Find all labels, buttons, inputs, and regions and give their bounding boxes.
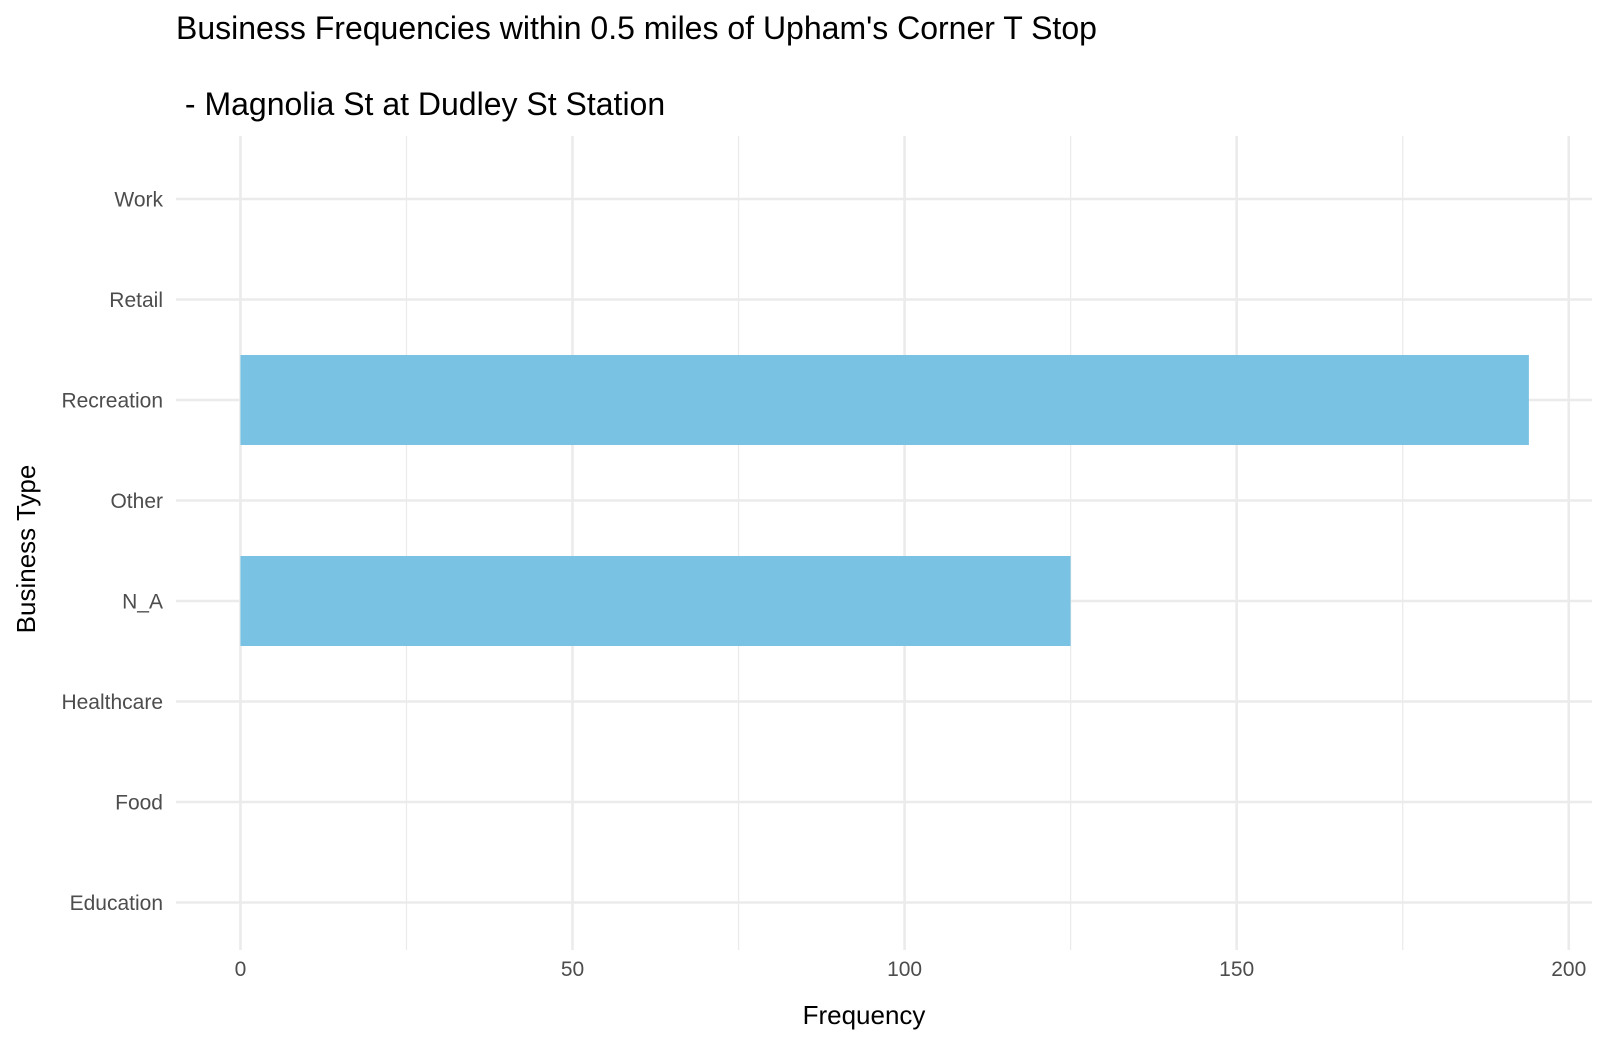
y-tick-label: Recreation	[61, 390, 163, 413]
y-tick-label: Education	[70, 892, 163, 915]
x-axis-title: Frequency	[803, 1000, 926, 1030]
y-tick-label: N_A	[122, 591, 163, 614]
x-tick-label: 100	[887, 958, 922, 981]
y-tick-label: Retail	[109, 289, 163, 312]
y-tick-label: Healthcare	[61, 691, 163, 714]
x-tick-label: 150	[1219, 958, 1254, 981]
bar-n-a	[240, 556, 1071, 646]
y-tick-label: Food	[115, 792, 163, 815]
x-tick-label: 200	[1551, 958, 1586, 981]
bars	[240, 355, 1529, 646]
x-tick-label: 50	[561, 958, 584, 981]
y-axis-title: Business Type	[11, 465, 41, 634]
x-tick-labels: 0 50 100 150 200	[235, 958, 1587, 981]
y-tick-label: Work	[114, 189, 163, 212]
bar-recreation	[240, 355, 1529, 445]
y-tick-labels: Education Food Healthcare N_A Other Recreatio…	[61, 189, 163, 916]
chart-subtitle: - Magnolia St at Dudley St Station	[176, 86, 665, 122]
chart-title: Business Frequencies within 0.5 miles of…	[176, 10, 1097, 46]
x-tick-label: 0	[235, 958, 247, 981]
grid	[176, 136, 1592, 950]
y-tick-label: Other	[110, 490, 163, 513]
